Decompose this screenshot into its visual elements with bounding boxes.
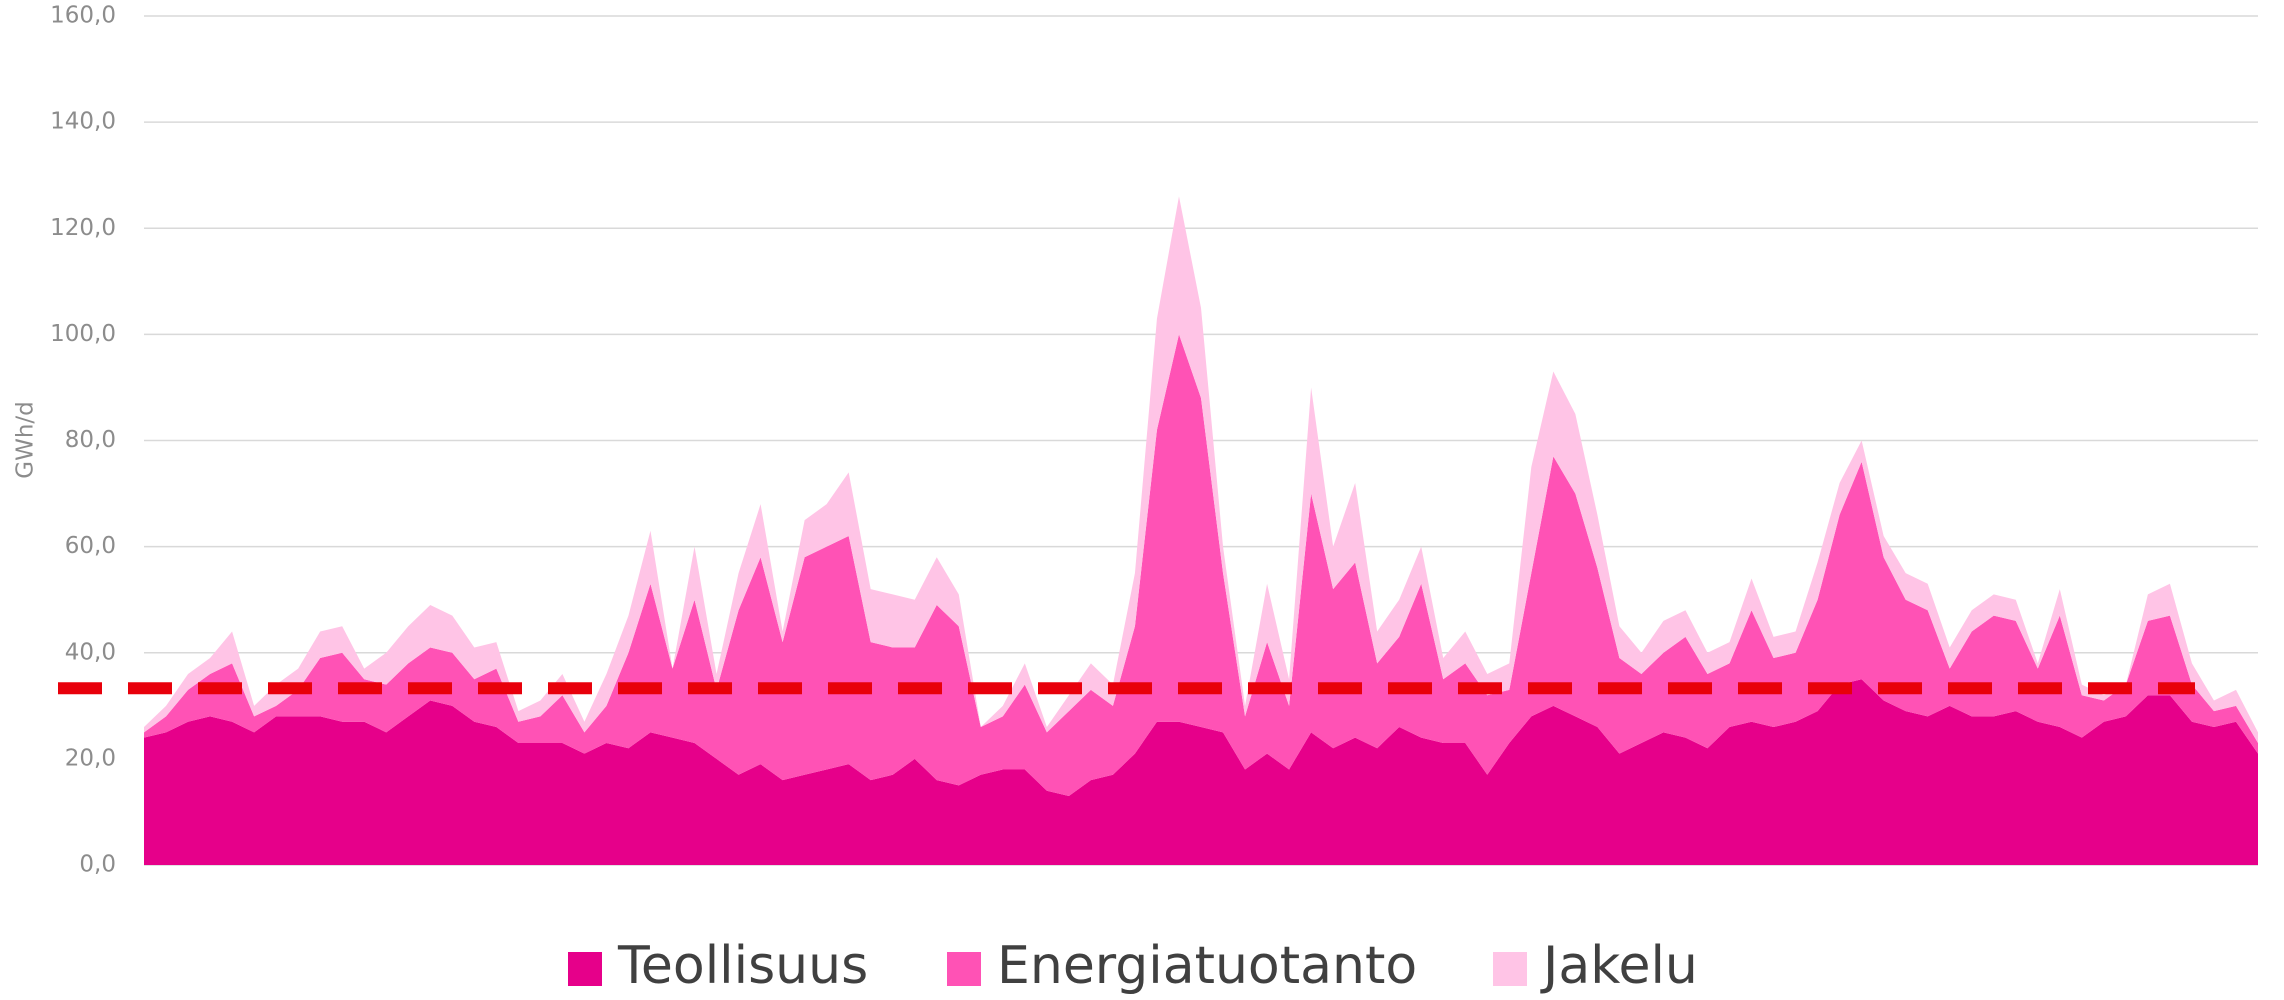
legend-swatch <box>1493 952 1527 986</box>
area <box>144 679 2258 865</box>
y-tick-label: 40,0 <box>65 639 116 665</box>
area <box>144 334 2258 797</box>
y-tick-label: 140,0 <box>50 109 116 135</box>
legend-swatch <box>568 952 602 986</box>
y-tick-label: 80,0 <box>65 427 116 453</box>
y-tick-label: 100,0 <box>50 321 116 347</box>
legend-label: Teollisuus <box>617 936 868 996</box>
y-axis-label: GWh/d <box>13 401 39 479</box>
y-tick-label: 0,0 <box>79 852 116 878</box>
y-tick-label: 20,0 <box>65 745 116 771</box>
y-tick-label: 60,0 <box>65 533 116 559</box>
legend-swatch <box>947 952 981 986</box>
legend-label: Jakelu <box>1540 936 1698 996</box>
y-tick-label: 120,0 <box>50 215 116 241</box>
y-tick-label: 160,0 <box>50 3 116 29</box>
legend-label: Energiatuotanto <box>997 936 1417 996</box>
